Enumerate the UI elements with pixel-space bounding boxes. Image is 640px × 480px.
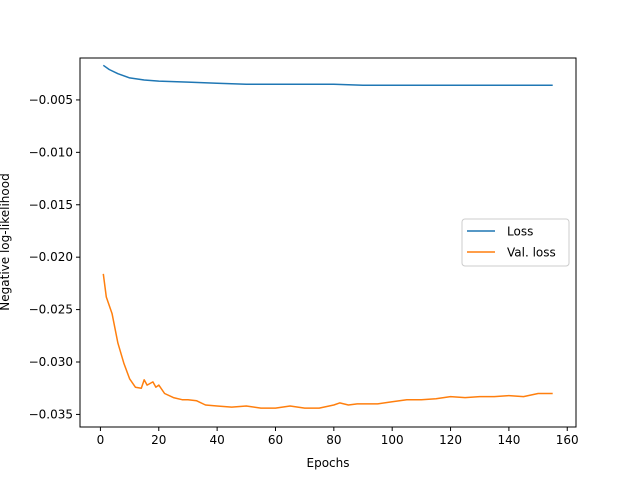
y-tick-label: −0.030: [29, 355, 73, 369]
x-tick-label: 160: [556, 433, 579, 447]
x-tick-label: 120: [439, 433, 462, 447]
legend: Loss Val. loss: [461, 218, 570, 267]
x-tick-label: 140: [497, 433, 520, 447]
series-layer: [102, 64, 553, 409]
y-tick-label: −0.020: [29, 250, 73, 264]
x-tick-label: 20: [151, 433, 166, 447]
y-tick-label: −0.015: [29, 198, 73, 212]
legend-label: Val. loss: [507, 246, 556, 260]
x-axis: 0 20 40 60 80 100 120 140 160: [97, 427, 579, 447]
x-tick-label: 40: [209, 433, 224, 447]
y-tick-label: −0.035: [29, 407, 73, 421]
y-tick-label: −0.010: [29, 145, 73, 159]
plot-frame: [79, 57, 577, 428]
legend-label: Loss: [507, 225, 533, 239]
series-line-val-loss: [102, 273, 553, 409]
y-tick-label: −0.025: [29, 303, 73, 317]
x-axis-label: Epochs: [307, 456, 350, 470]
series-line-loss: [102, 64, 553, 87]
x-tick-label: 60: [268, 433, 283, 447]
x-tick-label: 100: [381, 433, 404, 447]
y-tick-label: −0.005: [29, 93, 73, 107]
x-tick-label: 80: [326, 433, 341, 447]
y-axis: −0.005 −0.010 −0.015 −0.020 −0.025 −0.030 −0.0…: [29, 93, 80, 421]
y-axis-label: Negative log-likelihood: [0, 173, 12, 310]
x-tick-label: 0: [97, 433, 105, 447]
